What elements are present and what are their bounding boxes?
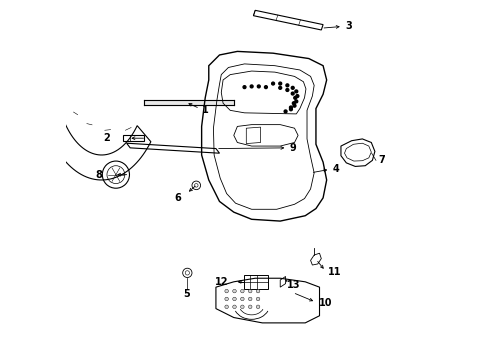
Circle shape: [240, 297, 244, 301]
Circle shape: [256, 289, 259, 293]
Circle shape: [257, 85, 260, 88]
Circle shape: [224, 289, 228, 293]
Circle shape: [248, 297, 251, 301]
Text: 3: 3: [345, 21, 351, 31]
Circle shape: [256, 305, 259, 309]
Text: 1: 1: [202, 105, 209, 114]
Circle shape: [224, 305, 228, 309]
Text: 13: 13: [287, 280, 300, 290]
Circle shape: [224, 297, 228, 301]
Circle shape: [248, 305, 251, 309]
Text: 10: 10: [318, 298, 331, 308]
Text: 8: 8: [95, 170, 102, 180]
Text: 2: 2: [103, 133, 110, 143]
Circle shape: [256, 297, 259, 301]
Circle shape: [271, 82, 274, 85]
Circle shape: [240, 289, 244, 293]
Circle shape: [248, 289, 251, 293]
Circle shape: [292, 102, 295, 105]
Text: 11: 11: [327, 267, 341, 277]
Circle shape: [289, 108, 292, 111]
Circle shape: [232, 305, 236, 309]
Text: 9: 9: [289, 143, 296, 153]
Circle shape: [292, 104, 295, 107]
Circle shape: [284, 110, 286, 113]
Circle shape: [294, 90, 297, 93]
Circle shape: [250, 85, 253, 88]
Circle shape: [264, 86, 267, 89]
Circle shape: [291, 86, 294, 89]
Text: 5: 5: [183, 289, 189, 299]
Circle shape: [232, 289, 236, 293]
Circle shape: [232, 297, 236, 301]
Circle shape: [285, 84, 288, 87]
Text: 7: 7: [378, 156, 385, 165]
Circle shape: [240, 305, 244, 309]
Circle shape: [243, 86, 245, 89]
Text: 12: 12: [215, 277, 228, 287]
Circle shape: [295, 95, 298, 98]
Circle shape: [278, 82, 281, 85]
Circle shape: [293, 96, 296, 99]
Circle shape: [294, 100, 297, 103]
Circle shape: [289, 106, 292, 109]
Text: 6: 6: [174, 193, 181, 203]
Circle shape: [291, 92, 294, 95]
Circle shape: [278, 86, 281, 89]
Text: 4: 4: [332, 164, 339, 174]
Circle shape: [285, 89, 288, 91]
